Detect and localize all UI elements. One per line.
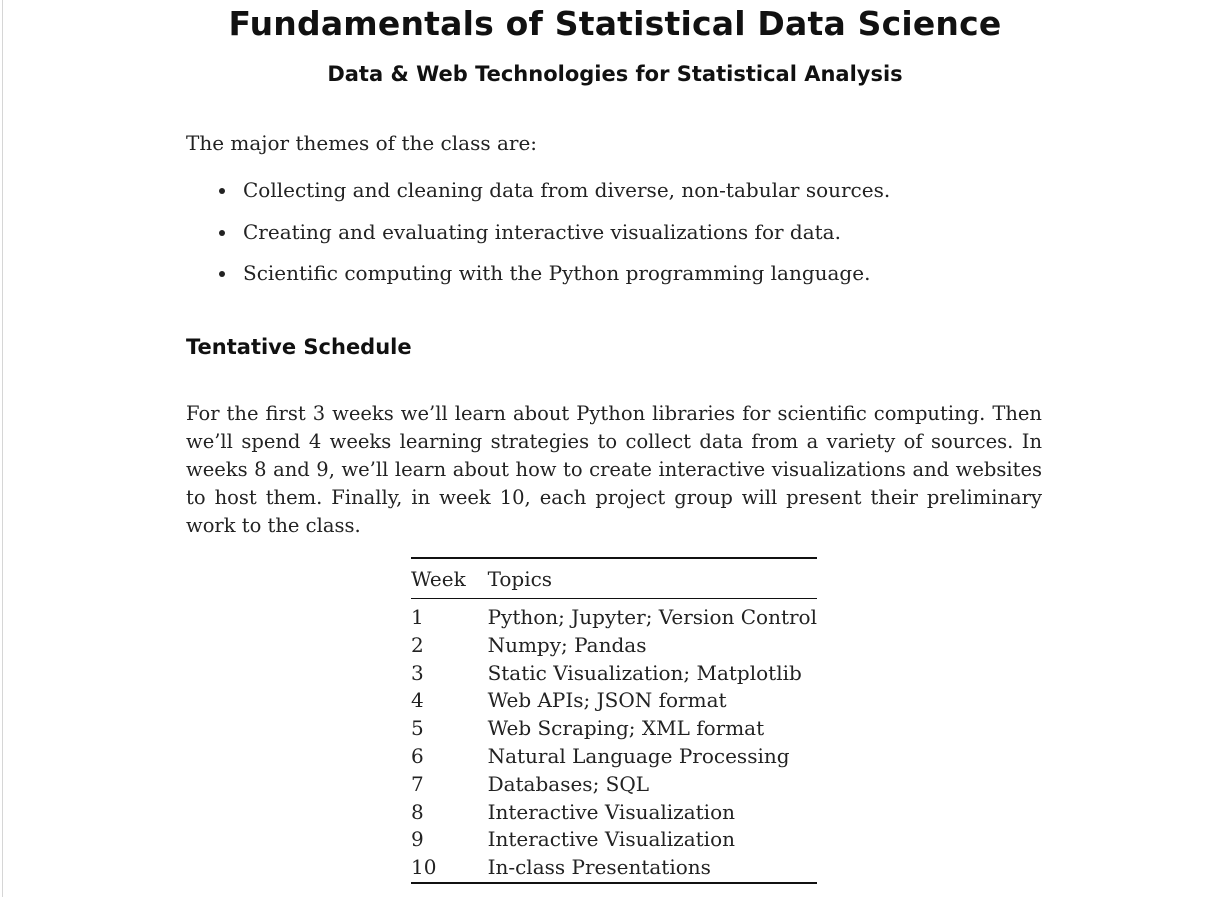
topic-cell: Numpy; Pandas — [487, 632, 647, 657]
topic-cell: Python; Jupyter; Version Control — [487, 605, 817, 629]
table-row: 6 Natural Language Processing — [411, 743, 817, 771]
bullet-icon — [219, 188, 225, 194]
schedule-heading: Tentative Schedule — [186, 335, 412, 359]
week-cell: 3 — [411, 660, 424, 685]
bullet-icon — [219, 271, 225, 277]
header-week: Week — [411, 566, 466, 591]
theme-text: Creating and evaluating interactive visu… — [243, 219, 841, 244]
week-cell: 7 — [411, 771, 424, 796]
theme-text: Collecting and cleaning data from divers… — [243, 178, 891, 202]
list-item: Collecting and cleaning data from divers… — [186, 176, 890, 218]
table-row: 8 Interactive Visualization — [411, 799, 817, 827]
theme-text: Scientific computing with the Python pro… — [243, 261, 871, 285]
table-row: 5 Web Scraping; XML format — [411, 715, 817, 743]
list-item: Creating and evaluating interactive visu… — [186, 218, 890, 260]
table-row: 2 Numpy; Pandas — [411, 632, 817, 660]
week-cell: 1 — [411, 605, 424, 629]
week-cell: 10 — [411, 855, 437, 880]
bullet-icon — [219, 229, 225, 236]
week-cell: 2 — [411, 632, 424, 657]
intro-text: The major themes of the class are: — [186, 131, 538, 155]
table-row: 9 Interactive Visualization — [411, 826, 817, 854]
schedule-table: Week Topics 1 Python; Jupyter; Version C… — [411, 557, 817, 884]
topic-cell: Interactive Visualization — [487, 799, 735, 824]
table-row: 7 Databases; SQL — [411, 771, 817, 799]
schedule-paragraph: For the first 3 weeks we’ll learn about … — [186, 402, 1042, 537]
page-left-border — [2, 0, 3, 897]
week-cell: 5 — [411, 716, 424, 741]
table-row: 3 Static Visualization; Matplotlib — [411, 660, 817, 688]
topic-cell: Web APIs; JSON format — [487, 688, 727, 713]
week-cell: 4 — [411, 688, 424, 713]
list-item: Scientific computing with the Python pro… — [186, 259, 890, 301]
topic-cell: Web Scraping; XML format — [487, 716, 765, 741]
week-cell: 9 — [411, 827, 424, 852]
topic-cell: Interactive Visualization — [487, 827, 735, 852]
table-row: 4 Web APIs; JSON format — [411, 687, 817, 715]
topic-cell: In-class Presentations — [487, 855, 711, 880]
topic-cell: Databases; SQL — [487, 771, 650, 796]
week-cell: 6 — [411, 743, 424, 768]
table-row: 10 In-class Presentations — [411, 854, 817, 883]
week-cell: 8 — [411, 799, 424, 824]
topic-cell: Static Visualization; Matplotlib — [487, 660, 802, 685]
topic-cell: Natural Language Processing — [487, 743, 790, 768]
document-title: Fundamentals of Statistical Data Science — [228, 4, 1002, 43]
header-topics: Topics — [487, 566, 553, 591]
table-header-row: Week Topics — [411, 558, 817, 599]
document-subtitle: Data & Web Technologies for Statistical … — [327, 62, 903, 86]
table-row: 1 Python; Jupyter; Version Control — [411, 599, 817, 632]
themes-list: Collecting and cleaning data from divers… — [186, 176, 890, 301]
